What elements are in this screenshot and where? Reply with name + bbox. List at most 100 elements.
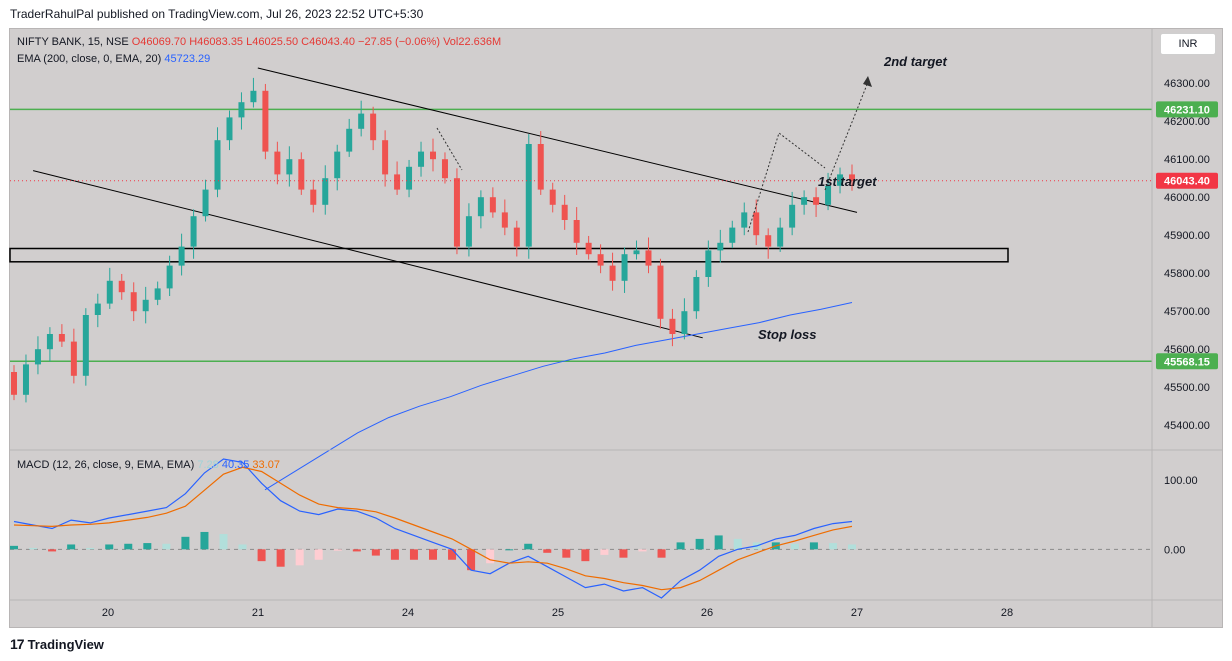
macd-histogram-bar — [29, 547, 38, 550]
time-tick-label: 28 — [1001, 607, 1013, 619]
candle-body — [226, 117, 233, 141]
candle-body — [621, 254, 628, 281]
candle-body — [777, 227, 784, 247]
candle-body — [106, 280, 113, 304]
candle-body — [705, 250, 712, 277]
ema-legend: EMA (200, close, 0, EMA, 20) 45723.29 — [17, 53, 210, 65]
macd-histogram-bar — [695, 538, 704, 550]
macd-histogram-bar — [10, 545, 18, 550]
time-tick-label: 26 — [701, 607, 713, 619]
macd-signal-value: 33.07 — [252, 459, 280, 471]
projection-path — [436, 127, 463, 171]
projection-path — [824, 81, 869, 191]
candle-body — [118, 280, 125, 293]
macd-histogram-bar — [486, 549, 495, 564]
ema-value: 45723.29 — [164, 53, 211, 65]
candle-body — [441, 159, 448, 179]
trendline — [257, 67, 858, 213]
time-tick-label: 20 — [102, 607, 114, 619]
candle-body — [406, 166, 413, 190]
macd-histogram-bar — [48, 549, 57, 552]
candle-body — [34, 349, 41, 365]
axes: 45400.00 45500.00 45600.00 45700.00 45800.00… — [10, 29, 1222, 627]
ema-label[interactable]: EMA (200, close, 0, EMA, 20) — [17, 53, 162, 65]
macd-histogram-bar — [790, 543, 799, 550]
candle-body — [789, 204, 796, 228]
candle-body — [609, 265, 616, 281]
candle-body — [729, 227, 736, 243]
candle-body — [214, 140, 221, 190]
candle-body — [166, 265, 173, 289]
price-tick-label: 45600.00 — [1164, 344, 1210, 356]
candle-body — [346, 128, 353, 152]
price-tick-label: 46000.00 — [1164, 192, 1210, 204]
currency-button[interactable]: INR — [1160, 33, 1216, 55]
macd-histogram-bar — [124, 543, 133, 550]
ohlc-values: O46069.70 H46083.35 L46025.50 C46043.40 … — [131, 36, 440, 48]
candle-body — [549, 189, 556, 205]
candle-body — [501, 212, 508, 228]
candle-body — [358, 113, 365, 129]
candle-body — [537, 144, 544, 190]
level-label-bg — [1156, 353, 1218, 370]
candle-body — [382, 140, 389, 175]
candle-body — [513, 227, 520, 247]
macd-histogram-bar — [638, 549, 647, 552]
price-tick-label: 46200.00 — [1164, 116, 1210, 128]
candle-body — [274, 151, 281, 175]
chart-frame[interactable] — [9, 28, 1223, 628]
ema-200-line — [264, 302, 853, 491]
macd-hist-value: 7.28 — [197, 459, 219, 471]
footer-brand[interactable]: 17 TradingView — [10, 636, 104, 652]
level-label: 46231.10 — [1164, 104, 1210, 116]
candle-body — [262, 90, 269, 152]
macd-histogram-bar — [371, 549, 380, 556]
macd-histogram-bar — [67, 544, 76, 550]
macd-histogram-bar — [200, 531, 209, 550]
macd-histogram-bar — [390, 549, 399, 560]
price-tick-label: 45700.00 — [1164, 306, 1210, 318]
macd-histogram-bar — [657, 549, 666, 558]
macd-histogram-bar — [809, 542, 818, 550]
candle-body — [11, 372, 17, 395]
candle-body — [130, 292, 137, 312]
time-tick-label: 27 — [851, 607, 863, 619]
candle-body — [765, 235, 772, 247]
annotation-2nd-target: 2nd target — [883, 54, 948, 69]
candle-body — [190, 216, 197, 247]
level-label: 45568.15 — [1164, 356, 1210, 368]
macd-line — [13, 458, 853, 599]
candle-body — [465, 216, 472, 247]
price-pane: 2nd target 1st target Stop loss — [9, 54, 1152, 491]
candle-body — [453, 178, 460, 247]
publish-header: TraderRahulPal published on TradingView.… — [10, 7, 424, 21]
macd-histogram-bar — [143, 543, 152, 550]
price-tick-label: 45800.00 — [1164, 268, 1210, 280]
projection-path — [747, 132, 826, 233]
candle-body — [525, 144, 532, 247]
candle-body — [801, 197, 808, 205]
macd-histogram-bar — [257, 549, 266, 562]
candle-body — [597, 254, 604, 266]
candle-body — [94, 303, 101, 315]
macd-histogram-bar — [714, 535, 723, 550]
macd-histogram-bar — [562, 549, 571, 558]
macd-histogram-bar — [162, 543, 171, 550]
macd-histogram-bar — [105, 544, 114, 550]
symbol-label[interactable]: NIFTY BANK, 15, NSE — [17, 36, 129, 48]
macd-histogram-bar — [733, 538, 742, 550]
projection-arrowhead — [863, 76, 872, 87]
candle-body — [753, 212, 760, 236]
macd-histogram-bar — [467, 549, 476, 571]
candle-body — [418, 151, 425, 167]
price-tick-label: 45500.00 — [1164, 382, 1210, 394]
candle-body — [250, 90, 257, 103]
macd-label[interactable]: MACD (12, 26, close, 9, EMA, EMA) — [17, 459, 195, 471]
candle-body — [681, 311, 688, 334]
candle-body — [370, 113, 377, 141]
macd-pane — [10, 458, 1152, 599]
price-tick-label: 46300.00 — [1164, 78, 1210, 90]
time-tick-label: 25 — [552, 607, 564, 619]
macd-histogram-bar — [181, 536, 190, 550]
